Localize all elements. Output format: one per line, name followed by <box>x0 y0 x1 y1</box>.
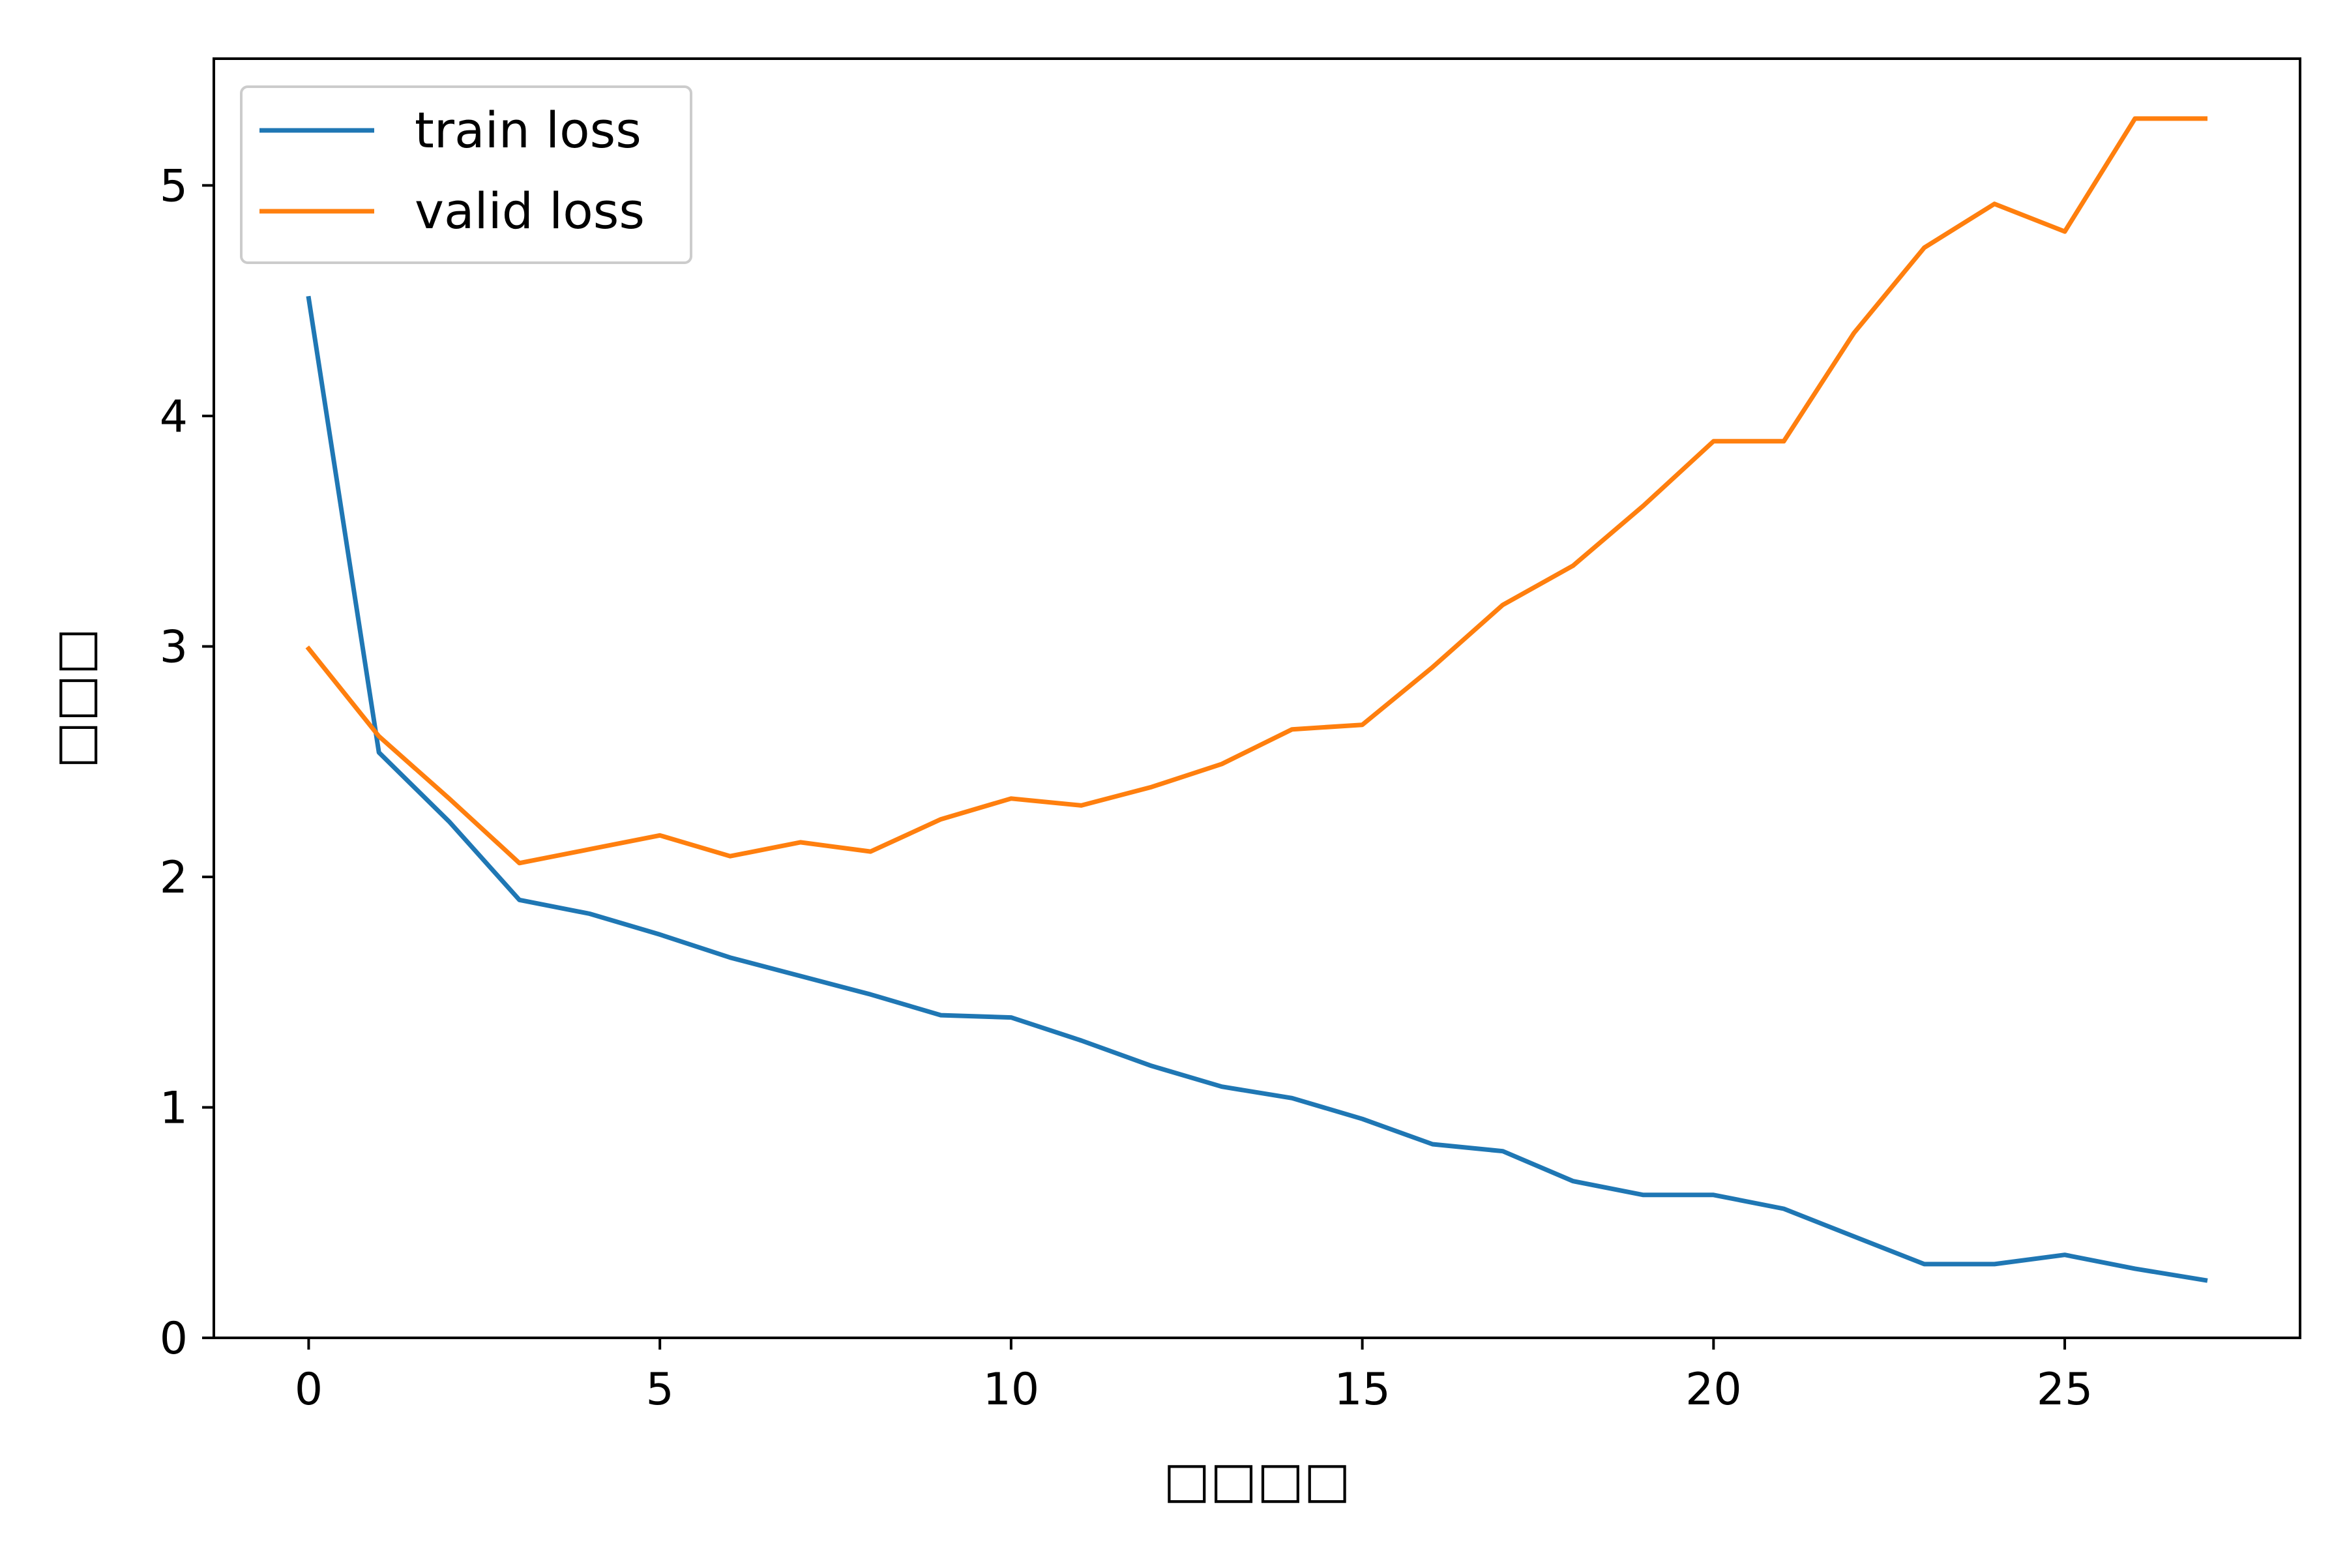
x-tick-label: 0 <box>295 1364 323 1415</box>
plot-layer <box>305 116 2208 1283</box>
ticks-layer: 0 5 10 15 20 25 0 1 2 3 4 5 <box>160 160 2093 1415</box>
y-axis-label: □□□ <box>45 628 103 768</box>
x-axis-label: □□□□ <box>1163 1451 1350 1509</box>
y-tick-label: 4 <box>160 391 188 443</box>
y-tick-label: 3 <box>160 621 188 673</box>
x-tick-label: 5 <box>646 1364 674 1415</box>
y-tick-label: 1 <box>160 1082 188 1134</box>
x-tick-label: 20 <box>1685 1364 1742 1415</box>
x-tick-label: 15 <box>1334 1364 1391 1415</box>
plot-frame <box>213 57 2301 1339</box>
series-line-valid-loss <box>305 116 2207 866</box>
x-tick-label: 10 <box>983 1364 1040 1415</box>
series-line-train-loss <box>306 295 2208 1283</box>
legend: train loss valid loss <box>240 85 692 264</box>
legend-label-valid-loss: valid loss <box>415 182 645 240</box>
y-tick-label: 0 <box>160 1313 188 1365</box>
legend-label-train-loss: train loss <box>415 101 642 159</box>
y-tick-label: 5 <box>160 160 188 212</box>
y-tick-label: 2 <box>160 852 188 904</box>
x-tick-label: 25 <box>2037 1364 2093 1415</box>
